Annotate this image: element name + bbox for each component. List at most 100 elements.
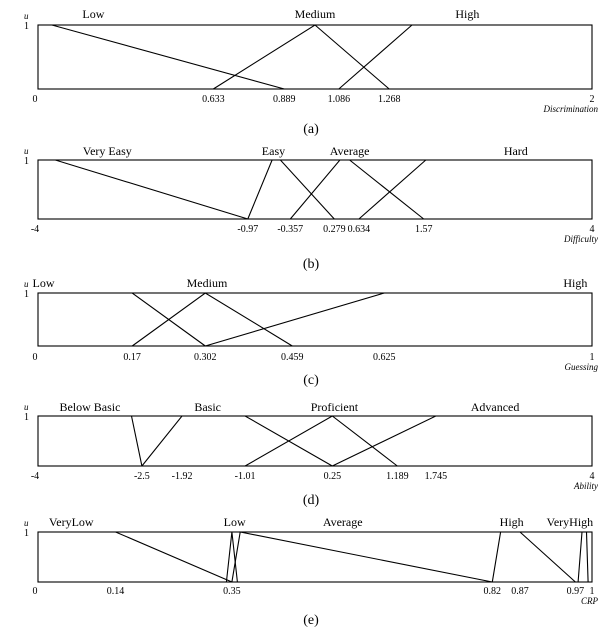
x-min-label: 0	[33, 352, 38, 363]
axis-frame	[37, 292, 593, 347]
y-tick-one: 1	[24, 528, 29, 539]
u-axis-label: u	[24, 279, 29, 289]
u-axis-label: u	[24, 146, 29, 156]
panel-2: u1 Very Easy Easy Average Hard -4 4 -0.97 -0.357…	[24, 144, 598, 272]
axis-frame	[37, 24, 593, 90]
mf-low	[225, 531, 238, 583]
mf-proficient	[244, 415, 398, 467]
set-label-average: Average	[323, 515, 363, 529]
y-tick-one: 1	[24, 156, 29, 167]
x-tick-label: 1.57	[415, 224, 433, 235]
x-tick-label: 0.625	[373, 352, 396, 363]
x-tick-label: 0.87	[511, 586, 529, 597]
set-label-high: High	[455, 7, 479, 21]
x-tick-label: -0.357	[277, 224, 303, 235]
x-tick-label: -1.92	[172, 471, 193, 482]
y-tick-one: 1	[24, 21, 29, 32]
x-max-label: 2	[590, 94, 595, 105]
panel-caption: (b)	[303, 257, 320, 272]
u-axis-label: u	[24, 518, 29, 528]
panel-4: u1 Below Basic Basic Proficient Advanced -4 4 -…	[24, 400, 598, 508]
x-tick-label: 1.268	[378, 94, 401, 105]
x-max-label: 1	[590, 352, 595, 363]
x-tick-label: 1.086	[328, 94, 351, 105]
x-min-label: 0	[33, 94, 38, 105]
y-tick-one: 1	[24, 412, 29, 423]
mf-high	[205, 292, 592, 347]
axis-frame	[37, 531, 593, 583]
x-tick-label: 0.14	[107, 586, 125, 597]
x-tick-label: 1.745	[425, 471, 448, 482]
mf-average	[289, 159, 425, 220]
x-tick-label: 0.279	[323, 224, 346, 235]
mf-basic	[141, 415, 333, 467]
x-tick-label: -1.01	[235, 471, 256, 482]
mf-very-easy	[38, 159, 248, 220]
mf-medium	[131, 292, 293, 347]
set-label-advanced: Advanced	[471, 400, 520, 414]
panel-caption: (e)	[303, 613, 319, 628]
mf-low	[38, 24, 285, 90]
mf-average	[231, 531, 493, 583]
set-label-hard: Hard	[504, 144, 528, 158]
x-min-label: -4	[31, 471, 39, 482]
x-tick-label: 0.97	[567, 586, 585, 597]
mf-veryhigh	[577, 531, 589, 583]
x-tick-label: 1.189	[386, 471, 409, 482]
set-label-high: High	[563, 276, 587, 290]
y-tick-one: 1	[24, 289, 29, 300]
x-max-label: 4	[590, 224, 595, 235]
mf-high	[338, 24, 592, 90]
u-axis-label: u	[24, 402, 29, 412]
x-min-label: -4	[31, 224, 39, 235]
x-tick-label: 0.889	[273, 94, 296, 105]
panel-1: u1 Low Medium High 0 2 0.633 0.889 1.086 1.268 Dis…	[24, 7, 598, 137]
set-label-easy: Easy	[262, 144, 285, 158]
x-max-label: 1	[590, 586, 595, 597]
x-max-label: 4	[590, 471, 595, 482]
x-tick-label: -2.5	[134, 471, 150, 482]
x-tick-label: 0.35	[223, 586, 241, 597]
mf-advanced	[332, 415, 592, 467]
x-tick-label: 0.459	[281, 352, 304, 363]
set-label-average: Average	[330, 144, 370, 158]
mf-hard	[358, 159, 592, 220]
axis-frame	[37, 159, 593, 220]
mf-below-basic	[38, 415, 143, 467]
set-label-basic: Basic	[194, 400, 221, 414]
x-tick-label: 0.633	[202, 94, 225, 105]
x-tick-label: 0.302	[194, 352, 217, 363]
x-tick-label: 0.17	[123, 352, 141, 363]
mf-medium	[213, 24, 390, 90]
set-label-medium: Medium	[187, 276, 228, 290]
u-axis-label: u	[24, 11, 29, 21]
mf-low	[38, 292, 206, 347]
x-axis-name: Difficulty	[563, 234, 598, 244]
set-label-low: Low	[33, 276, 55, 290]
axis-frame	[37, 415, 593, 467]
set-label-low: Low	[224, 515, 246, 529]
set-label-high: High	[500, 515, 524, 529]
x-tick-label: -0.97	[237, 224, 258, 235]
x-axis-name: Ability	[573, 481, 598, 491]
set-label-veryhigh: VeryHigh	[547, 515, 594, 529]
set-label-proficient: Proficient	[311, 400, 359, 414]
set-label-low: Low	[82, 7, 104, 21]
set-label-medium: Medium	[295, 7, 336, 21]
panel-caption: (d)	[303, 493, 320, 508]
mf-high	[491, 531, 576, 583]
set-label-very-easy: Very Easy	[83, 144, 132, 158]
panel-caption: (a)	[303, 122, 319, 137]
set-label-verylow: VeryLow	[49, 515, 94, 529]
x-axis-name: CRP	[581, 596, 599, 606]
mf-verylow	[38, 531, 233, 583]
x-axis-name: Guessing	[565, 362, 599, 372]
x-tick-label: 0.25	[324, 471, 342, 482]
x-tick-label: 0.82	[484, 586, 502, 597]
x-min-label: 0	[33, 586, 38, 597]
mf-easy	[247, 159, 335, 220]
